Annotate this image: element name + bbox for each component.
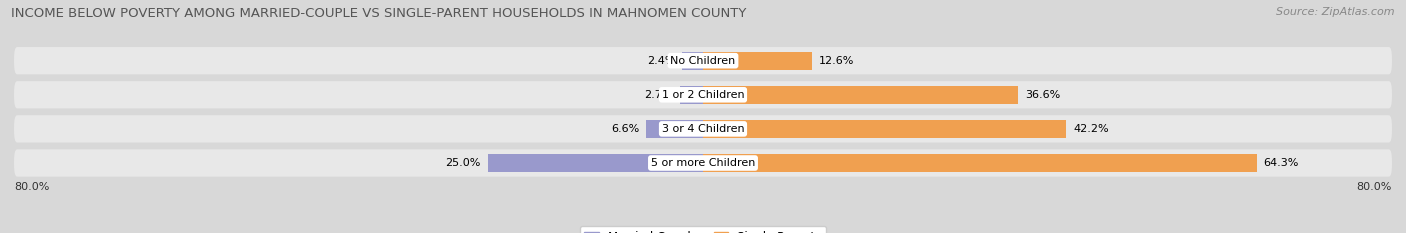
Text: No Children: No Children <box>671 56 735 66</box>
Text: 25.0%: 25.0% <box>446 158 481 168</box>
Text: 64.3%: 64.3% <box>1264 158 1299 168</box>
Bar <box>679 86 703 104</box>
Bar <box>703 120 1066 138</box>
Text: INCOME BELOW POVERTY AMONG MARRIED-COUPLE VS SINGLE-PARENT HOUSEHOLDS IN MAHNOME: INCOME BELOW POVERTY AMONG MARRIED-COUPL… <box>11 7 747 20</box>
FancyBboxPatch shape <box>14 149 1392 177</box>
Legend: Married Couples, Single Parents: Married Couples, Single Parents <box>579 226 827 233</box>
Text: 1 or 2 Children: 1 or 2 Children <box>662 90 744 100</box>
FancyBboxPatch shape <box>14 47 1392 74</box>
Bar <box>647 120 703 138</box>
Text: 80.0%: 80.0% <box>14 182 49 192</box>
FancyBboxPatch shape <box>14 115 1392 143</box>
Bar <box>703 52 811 70</box>
Text: 5 or more Children: 5 or more Children <box>651 158 755 168</box>
Text: 12.6%: 12.6% <box>818 56 853 66</box>
Text: 2.7%: 2.7% <box>644 90 673 100</box>
Bar <box>703 154 1257 172</box>
FancyBboxPatch shape <box>14 81 1392 108</box>
Text: 6.6%: 6.6% <box>612 124 640 134</box>
Text: 42.2%: 42.2% <box>1073 124 1109 134</box>
Text: 3 or 4 Children: 3 or 4 Children <box>662 124 744 134</box>
Bar <box>682 52 703 70</box>
Text: 2.4%: 2.4% <box>647 56 675 66</box>
Text: 36.6%: 36.6% <box>1025 90 1060 100</box>
Text: Source: ZipAtlas.com: Source: ZipAtlas.com <box>1277 7 1395 17</box>
Text: 80.0%: 80.0% <box>1357 182 1392 192</box>
Bar <box>703 86 1018 104</box>
Bar <box>488 154 703 172</box>
